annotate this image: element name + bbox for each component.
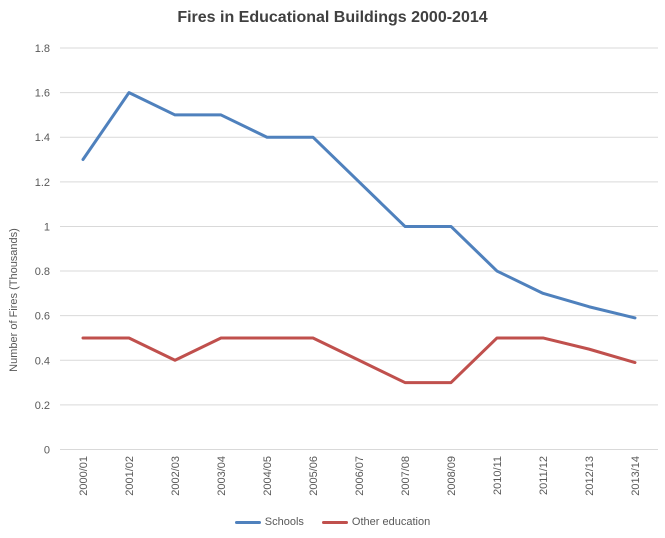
legend-item-schools: Schools (234, 516, 304, 528)
schools-line-swatch (234, 520, 261, 524)
y-tick-label: 0.6 (35, 311, 50, 323)
x-tick-label: 2007/08 (400, 456, 412, 496)
y-axis-title: Number of Fires (Thousands) (8, 228, 20, 372)
y-tick-label: 0.2 (35, 400, 50, 412)
y-tick-label: 1.2 (35, 177, 50, 189)
x-tick-label: 2011/12 (538, 456, 550, 495)
legend-label-other-education: Other education (351, 516, 431, 528)
y-tick-label: 1.8 (35, 43, 50, 55)
x-tick-label: 2013/14 (630, 456, 642, 496)
x-tick-label: 2004/05 (262, 456, 274, 496)
legend: Schools Other education (0, 516, 665, 528)
chart-title: Fires in Educational Buildings 2000-2014 (177, 9, 488, 26)
y-tick-label: 0 (44, 445, 50, 457)
x-tick-label: 2001/02 (124, 456, 136, 496)
x-tick-label: 2003/04 (216, 456, 228, 496)
x-tick-label: 2012/13 (584, 456, 596, 496)
x-tick-label: 2008/09 (446, 456, 458, 496)
legend-item-other-education: Other education (321, 516, 431, 528)
x-tick-label: 2000/01 (78, 456, 90, 496)
y-tick-label: 1.4 (35, 132, 50, 144)
other-education-line-swatch (321, 520, 348, 524)
y-tick-label: 1.6 (35, 88, 50, 100)
schools-line (81, 91, 637, 320)
x-tick-label: 2002/03 (170, 456, 182, 496)
legend-label-schools: Schools (264, 516, 304, 528)
x-tick-label: 2005/06 (308, 456, 320, 496)
y-tick-label: 0.8 (35, 266, 50, 278)
y-tick-label: 0.4 (35, 355, 50, 367)
y-tick-label: 1 (44, 221, 50, 233)
x-tick-label: 2010/11 (492, 456, 504, 495)
other-education-line (81, 336, 637, 385)
x-tick-label: 2006/07 (354, 456, 366, 496)
